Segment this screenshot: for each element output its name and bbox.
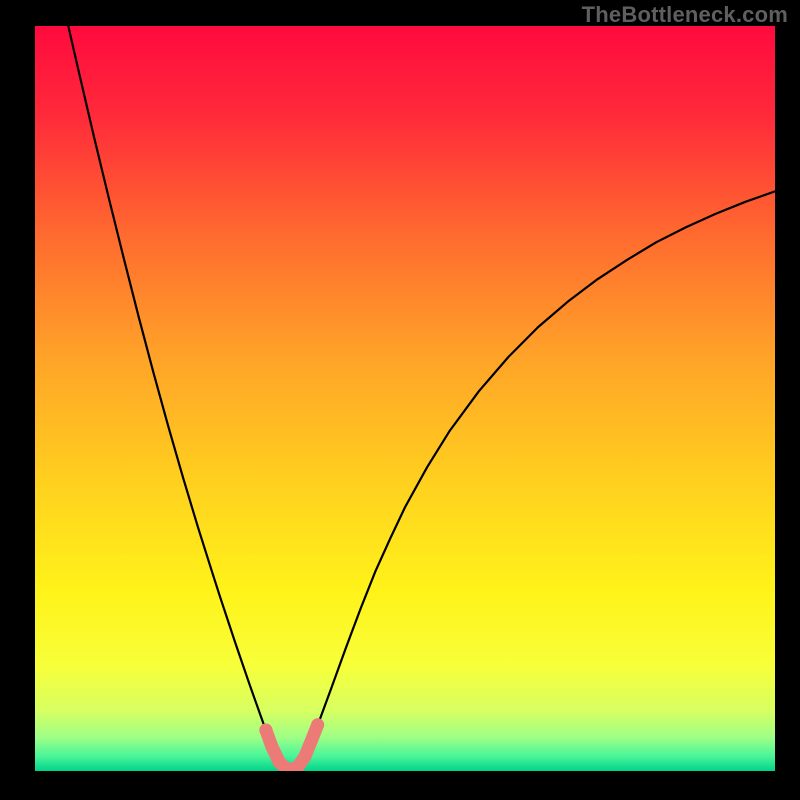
marker-point [259,724,272,737]
plot-area [35,26,775,771]
marker-point [311,718,324,731]
plot-svg [35,26,775,771]
gradient-background [35,26,775,771]
watermark-text: TheBottleneck.com [582,2,788,28]
marker-point [299,750,312,763]
marker-point [265,740,278,753]
chart-container: TheBottleneck.com [0,0,800,800]
marker-point [305,733,318,746]
